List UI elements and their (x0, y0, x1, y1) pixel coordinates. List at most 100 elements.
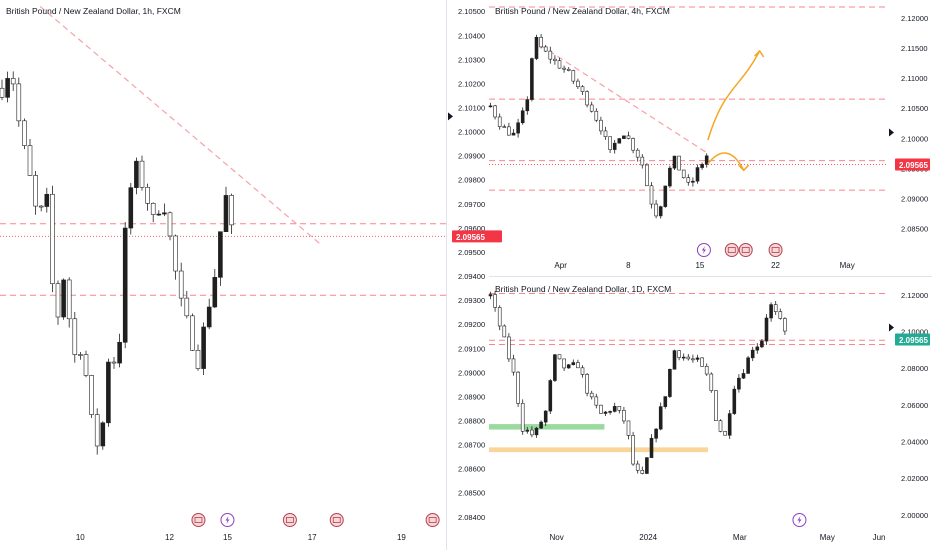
candle-body (488, 294, 493, 297)
time-tick-label: 15 (223, 533, 232, 542)
candle-body (139, 160, 145, 188)
time-tick-label: Jun (873, 533, 886, 542)
candle-body (145, 186, 150, 204)
flag-icon (727, 247, 736, 253)
candle-body (691, 358, 695, 361)
trend-line (39, 5, 322, 246)
candle-body (576, 80, 580, 88)
projection-arrow-down (707, 152, 745, 171)
candle-body (700, 357, 704, 367)
candle-body (5, 78, 10, 98)
candle-body (566, 364, 571, 369)
candle-body (654, 428, 658, 439)
candle-body (571, 362, 576, 366)
candle-body (562, 67, 566, 70)
economic-event-icon[interactable] (724, 243, 739, 257)
candle-body (83, 354, 89, 376)
price-tick-label: 2.12000 (901, 14, 928, 23)
candle-body (723, 431, 727, 436)
candle-body (122, 227, 128, 343)
time-tick-label: May (820, 533, 835, 542)
candle-body (55, 283, 61, 318)
candle-body (61, 279, 66, 318)
candle-body (686, 177, 691, 183)
price-marker-icon[interactable] (889, 128, 894, 137)
lightning-icon (701, 246, 706, 254)
candle-body (778, 311, 783, 319)
candle-body (178, 270, 184, 299)
arrow-head-icon (738, 164, 750, 172)
candle-body (718, 420, 723, 432)
flag-icon (332, 517, 341, 523)
time-tick-label: 12 (165, 533, 174, 542)
candle-body (737, 377, 741, 390)
candle-body (608, 411, 612, 413)
candles (488, 33, 709, 219)
candle-body (617, 406, 622, 411)
candle-body (553, 58, 557, 61)
candle-body (44, 193, 50, 207)
price-tick-label: 2.09700 (458, 200, 485, 209)
chart-pane-h1: 2.10500 2.10400 2.10300 2.10200 2.10100 2.100… (0, 5, 502, 542)
candle-body (704, 155, 709, 165)
time-tick-label: Nov (550, 533, 564, 542)
event-markers (792, 513, 807, 527)
candle-body (691, 180, 695, 183)
candle-body (677, 155, 681, 171)
candle-body (184, 297, 190, 317)
candle-body (571, 70, 576, 82)
chart-title: British Pound / New Zealand Dollar, 1h, … (6, 6, 181, 16)
economic-event-icon[interactable] (282, 513, 297, 527)
candle-body (0, 87, 5, 98)
candle-body (672, 155, 677, 169)
economic-event-icon[interactable] (425, 513, 440, 527)
candle-body (686, 356, 691, 360)
candle-body (543, 46, 548, 52)
candle-body (195, 349, 201, 369)
price-axis: 2.10500 2.10400 2.10300 2.10200 2.10100 2.100… (458, 7, 485, 522)
candle-body (525, 429, 530, 432)
support-zone-orange (489, 447, 708, 453)
economic-event-icon[interactable] (738, 243, 753, 257)
candle-body (727, 413, 732, 436)
candle-body (111, 361, 117, 364)
candles (488, 290, 787, 475)
candle-body (594, 396, 599, 406)
candle-body (530, 429, 534, 436)
candle-body (764, 317, 769, 342)
economic-event-icon[interactable] (191, 513, 206, 527)
trend-line (540, 45, 709, 154)
price-tick-label: 2.09000 (901, 195, 928, 204)
economic-event-icon[interactable] (768, 243, 783, 257)
candle-body (27, 145, 33, 176)
price-tick-label: 2.09900 (458, 152, 485, 161)
candle-body (218, 231, 223, 278)
candle-body (223, 195, 229, 233)
time-tick-label: 15 (695, 261, 704, 270)
chart-title: British Pound / New Zealand Dollar, 1D, … (495, 284, 671, 294)
candle-body (635, 463, 640, 471)
time-axis: 10 12 15 17 19 (76, 533, 407, 542)
price-marker-icon[interactable] (889, 323, 894, 332)
price-tick-label: 2.11000 (901, 74, 928, 83)
price-tick-label: 2.09800 (458, 176, 485, 185)
candle-body (654, 203, 658, 217)
current-price-badge (452, 230, 502, 243)
price-tick-label: 2.10000 (458, 128, 485, 137)
candle-body (525, 99, 530, 112)
candle-body (78, 354, 83, 356)
candle-body (162, 212, 167, 215)
candles (0, 71, 234, 455)
candle-body (201, 326, 206, 369)
candle-body (760, 340, 764, 348)
candle-body (511, 358, 516, 373)
price-marker-icon[interactable] (448, 112, 453, 121)
price-tick-label: 2.08000 (901, 364, 928, 373)
candle-body (649, 437, 654, 458)
candle-body (741, 373, 746, 379)
candle-body (502, 325, 507, 338)
candle-body (589, 392, 594, 398)
economic-event-icon[interactable] (329, 513, 344, 527)
